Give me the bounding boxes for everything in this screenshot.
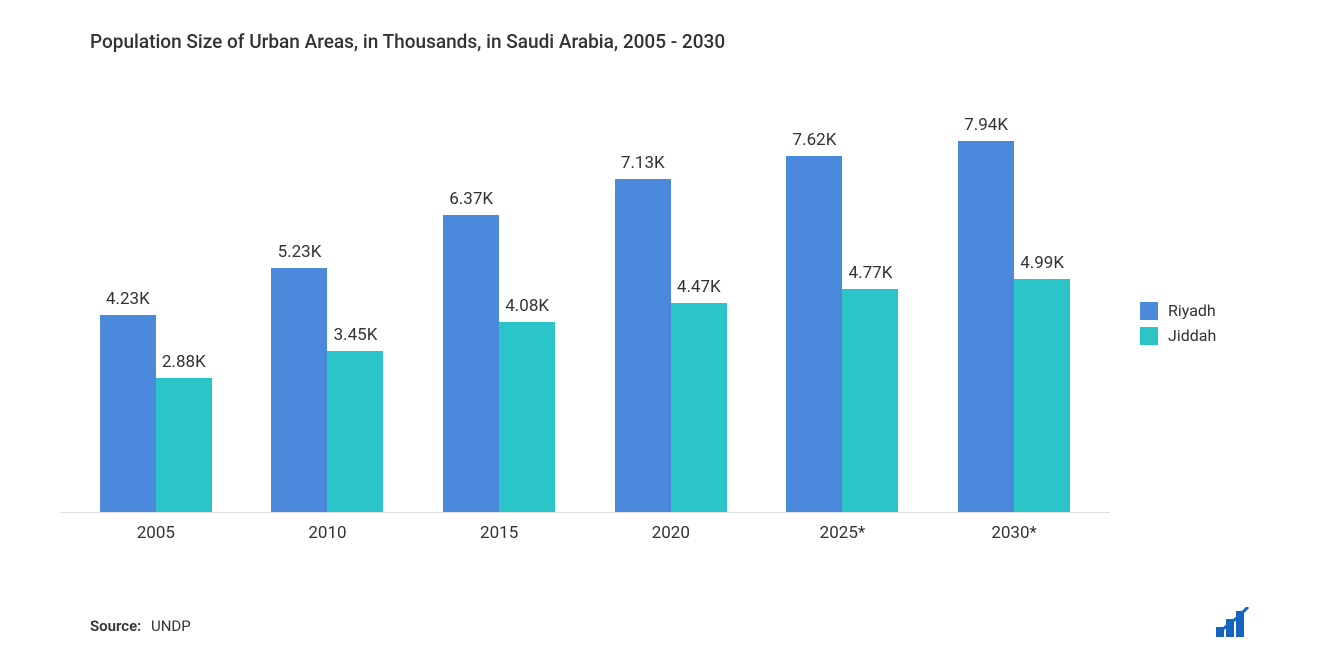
x-axis-label: 2010 [271,523,383,543]
bar: 4.99K [1014,279,1070,512]
bar-group: 7.13K4.47K [615,179,727,512]
bars-row: 4.23K2.88K5.23K3.45K6.37K4.08K7.13K4.47K… [60,93,1110,513]
legend-item: Riyadh [1140,301,1260,320]
bar-value-label: 2.88K [162,352,206,372]
chart-body: 4.23K2.88K5.23K3.45K6.37K4.08K7.13K4.47K… [60,93,1260,553]
bar-value-label: 6.37K [449,189,493,209]
chart-container: Population Size of Urban Areas, in Thous… [0,0,1320,665]
x-axis-label: 2015 [443,523,555,543]
bar: 3.45K [327,351,383,512]
bar: 4.47K [671,303,727,512]
legend-item: Jiddah [1140,326,1260,345]
bar: 4.23K [100,315,156,512]
bar-value-label: 4.77K [849,263,893,283]
chart-title: Population Size of Urban Areas, in Thous… [90,30,1260,53]
bar: 7.62K [786,156,842,512]
bar-value-label: 5.23K [278,242,322,262]
source-line: Source: UNDP [90,617,191,635]
bar-group: 4.23K2.88K [100,315,212,512]
bar-value-label: 7.13K [621,153,665,173]
legend-label: Riyadh [1168,301,1216,320]
bar-group: 5.23K3.45K [271,268,383,512]
bar-value-label: 4.08K [505,296,549,316]
bar-group: 6.37K4.08K [443,215,555,512]
bar-value-label: 3.45K [334,325,378,345]
x-axis: 2005 2010 2015 2020 2025* 2030* [60,513,1110,553]
bar: 2.88K [156,378,212,512]
legend-swatch [1140,302,1158,320]
x-axis-label: 2005 [100,523,212,543]
bar-value-label: 4.23K [106,289,150,309]
x-axis-label: 2025* [786,523,898,543]
legend-label: Jiddah [1168,326,1216,345]
bar-group: 7.94K4.99K [958,141,1070,512]
bar: 4.08K [499,322,555,512]
bar-value-label: 4.99K [1020,253,1064,273]
x-axis-label: 2020 [615,523,727,543]
source-value: UNDP [151,617,191,635]
source-label: Source: [90,617,141,635]
bar-value-label: 4.47K [677,277,721,297]
legend: Riyadh Jiddah [1110,295,1260,351]
legend-swatch [1140,327,1158,345]
bar-value-label: 7.62K [793,130,837,150]
brand-logo [1216,607,1260,645]
x-axis-label: 2030* [958,523,1070,543]
bar: 4.77K [842,289,898,512]
bar-group: 7.62K4.77K [786,156,898,512]
bar: 7.94K [958,141,1014,512]
bar: 6.37K [443,215,499,512]
bar: 7.13K [615,179,671,512]
bar: 5.23K [271,268,327,512]
plot-area: 4.23K2.88K5.23K3.45K6.37K4.08K7.13K4.47K… [60,93,1110,553]
bar-value-label: 7.94K [964,115,1008,135]
